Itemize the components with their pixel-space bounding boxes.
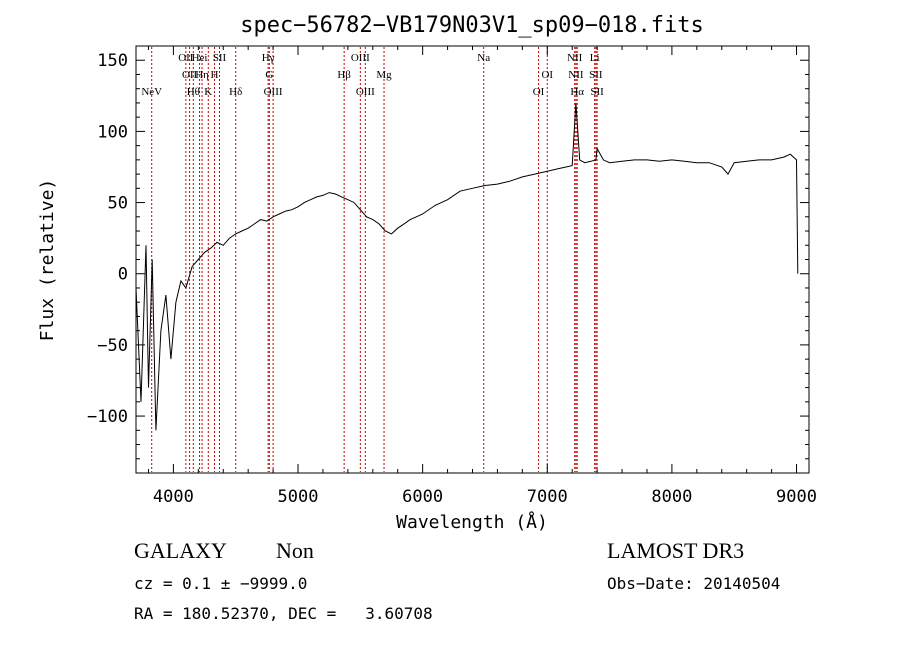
y-tick-label: −100 bbox=[87, 407, 128, 427]
line-label: OII bbox=[178, 52, 194, 64]
x-axis-label: Wavelength (Å) bbox=[396, 511, 548, 533]
line-label: Na bbox=[477, 52, 490, 64]
x-tick-label: 4000 bbox=[153, 487, 194, 507]
line-label: OIII bbox=[264, 86, 283, 98]
obs-date-text: Obs−Date: 20140504 bbox=[607, 574, 781, 593]
x-tick-label: 8000 bbox=[651, 487, 692, 507]
line-label: Hβ bbox=[337, 69, 351, 81]
line-labels: NeVOIIOIIHθHeiHηKHSIIHδHγGOIIIOIIIHβOIII… bbox=[141, 52, 604, 98]
y-tick-label: 0 bbox=[118, 265, 128, 285]
line-label: Hγ bbox=[262, 52, 275, 64]
line-label: Hei bbox=[192, 52, 208, 64]
line-label: Li bbox=[590, 52, 600, 64]
x-tick-label: 5000 bbox=[278, 487, 319, 507]
redshift-text: cz = 0.1 ± −9999.0 bbox=[134, 574, 308, 593]
line-label: K bbox=[204, 86, 212, 98]
line-label: SII bbox=[590, 86, 604, 98]
coordinates-text: RA = 180.52370, DEC = 3.60708 bbox=[134, 604, 433, 623]
line-label: OI bbox=[533, 86, 545, 98]
line-label: OIII bbox=[351, 52, 370, 64]
y-tick-label: 50 bbox=[108, 194, 128, 214]
line-label: SII bbox=[213, 52, 227, 64]
x-axis: 4000 5000 6000 7000 8000 9000 bbox=[147, 46, 817, 507]
y-tick-label: 100 bbox=[97, 122, 128, 142]
y-tick-label: 150 bbox=[97, 51, 128, 71]
line-label: OIII bbox=[356, 86, 375, 98]
line-label: NII bbox=[567, 52, 583, 64]
line-label: OII bbox=[182, 69, 198, 81]
survey-label: LAMOST DR3 bbox=[607, 538, 745, 563]
line-label: G bbox=[265, 69, 273, 81]
object-subclass: Non bbox=[276, 538, 314, 563]
x-tick-label: 6000 bbox=[402, 487, 443, 507]
line-label: Mg bbox=[376, 69, 392, 81]
line-label: NeV bbox=[141, 86, 162, 98]
line-label: SII bbox=[589, 69, 603, 81]
chart-title: spec−56782−VB179N03V1_sp09−018.fits bbox=[240, 13, 704, 38]
line-label: Hθ bbox=[187, 86, 200, 98]
line-label: H bbox=[211, 69, 219, 81]
object-class: GALAXY bbox=[134, 538, 227, 563]
y-axis: −100 −50 0 50 100 150 bbox=[87, 45, 809, 460]
line-markers bbox=[151, 47, 598, 472]
x-tick-label: 7000 bbox=[527, 487, 568, 507]
y-axis-label: Flux (relative) bbox=[37, 179, 58, 342]
line-label: OI bbox=[541, 69, 553, 81]
line-label: NII bbox=[568, 69, 584, 81]
plot-frame bbox=[135, 45, 810, 474]
line-label: Hδ bbox=[229, 86, 242, 98]
line-label: Hη bbox=[195, 69, 209, 81]
spectrum-line bbox=[135, 102, 799, 431]
x-tick-label: 9000 bbox=[776, 487, 817, 507]
line-label: Hα bbox=[570, 86, 584, 98]
y-tick-label: −50 bbox=[97, 336, 128, 356]
